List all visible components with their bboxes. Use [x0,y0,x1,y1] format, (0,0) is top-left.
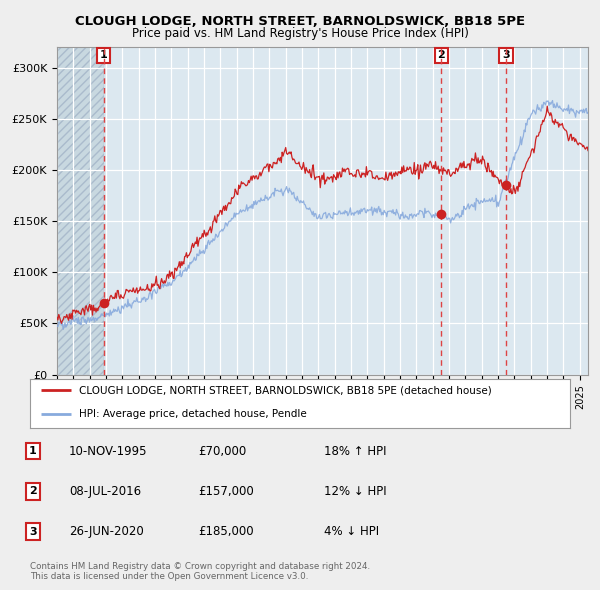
Text: Contains HM Land Registry data © Crown copyright and database right 2024.
This d: Contains HM Land Registry data © Crown c… [30,562,370,581]
Text: £157,000: £157,000 [198,485,254,498]
Text: £70,000: £70,000 [198,445,246,458]
Text: 12% ↓ HPI: 12% ↓ HPI [324,485,386,498]
Bar [57,47,104,375]
Text: Price paid vs. HM Land Registry's House Price Index (HPI): Price paid vs. HM Land Registry's House … [131,27,469,40]
Text: CLOUGH LODGE, NORTH STREET, BARNOLDSWICK, BB18 5PE (detached house): CLOUGH LODGE, NORTH STREET, BARNOLDSWICK… [79,385,491,395]
Bar [57,47,104,375]
Text: 3: 3 [29,526,37,536]
Text: 10-NOV-1995: 10-NOV-1995 [69,445,148,458]
Text: 26-JUN-2020: 26-JUN-2020 [69,525,144,538]
Text: 2: 2 [29,486,37,496]
Text: 08-JUL-2016: 08-JUL-2016 [69,485,141,498]
Text: £185,000: £185,000 [198,525,254,538]
Text: CLOUGH LODGE, NORTH STREET, BARNOLDSWICK, BB18 5PE: CLOUGH LODGE, NORTH STREET, BARNOLDSWICK… [75,15,525,28]
Text: 18% ↑ HPI: 18% ↑ HPI [324,445,386,458]
Text: HPI: Average price, detached house, Pendle: HPI: Average price, detached house, Pend… [79,409,307,419]
Text: 1: 1 [100,50,107,60]
Text: 2: 2 [437,50,445,60]
Text: 1: 1 [29,446,37,456]
Text: 3: 3 [502,50,510,60]
Text: 4% ↓ HPI: 4% ↓ HPI [324,525,379,538]
